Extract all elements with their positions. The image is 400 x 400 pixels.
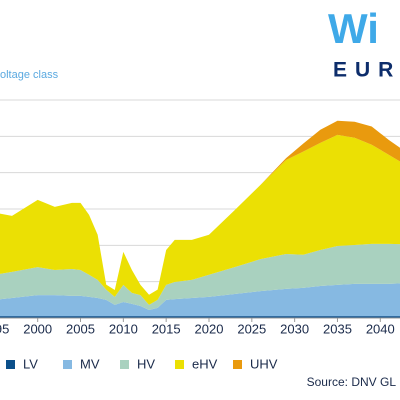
legend-swatch <box>6 360 15 369</box>
source: Source: DNV GL <box>307 375 397 389</box>
legend-swatch <box>175 360 184 369</box>
area <box>0 283 400 317</box>
legend-label: eHV <box>192 356 218 371</box>
legend-label: UHV <box>250 356 278 371</box>
x-tick-label: 2005 <box>66 321 95 336</box>
x-tick-label: 1995 <box>0 321 9 336</box>
logo-top: Wi <box>328 5 379 52</box>
legend-label: HV <box>137 356 155 371</box>
x-tick-label: 2000 <box>23 321 52 336</box>
area <box>0 120 400 295</box>
area <box>0 243 400 311</box>
logo-bottom: EUR <box>333 59 400 82</box>
x-tick-label: 2010 <box>109 321 138 336</box>
legend-label: MV <box>80 356 100 371</box>
x-tick-label: 2030 <box>280 321 309 336</box>
x-tick-label: 2020 <box>195 321 224 336</box>
legend-swatch <box>120 360 129 369</box>
axis: 1995 2000 2005 2010 2015 2020 2025 2030 2035 2040 <box>0 317 400 336</box>
x-tick-label: 2015 <box>152 321 181 336</box>
x-tick-label: 2035 <box>323 321 352 336</box>
area <box>0 134 400 305</box>
legend-swatch <box>233 360 242 369</box>
legend-label: LV <box>23 356 38 371</box>
x-tick-label: 2025 <box>237 321 266 336</box>
areas <box>0 120 400 318</box>
legend-swatch <box>63 360 72 369</box>
x-tick-label: 2040 <box>366 321 395 336</box>
subtitle: oltage class <box>0 69 59 81</box>
